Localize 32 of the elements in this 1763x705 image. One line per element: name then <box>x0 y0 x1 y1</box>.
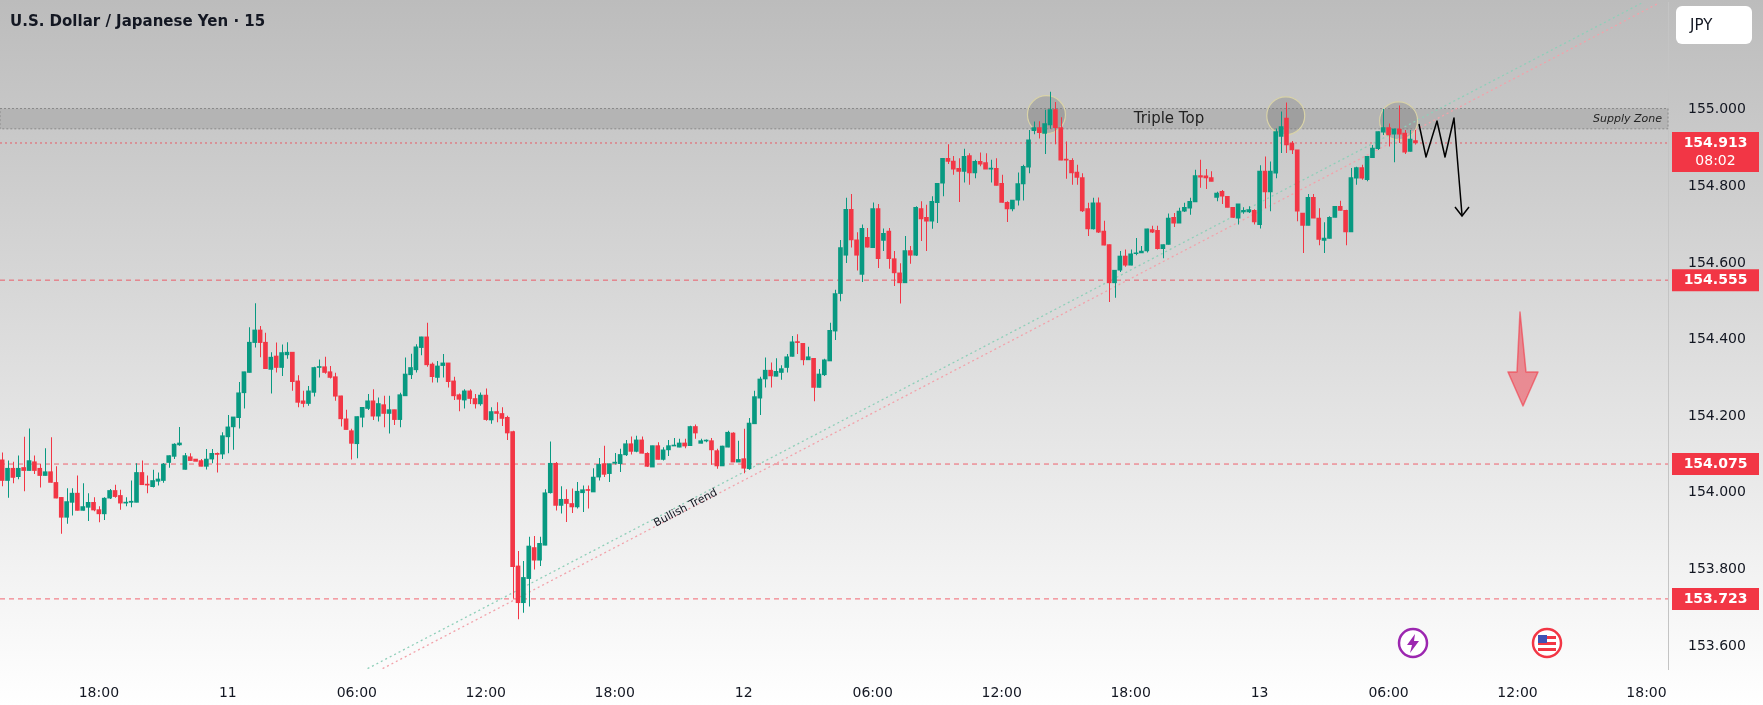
x-tick-label: 11 <box>218 684 237 701</box>
ref-line-label: 153.723 <box>1683 589 1748 606</box>
ref-line-label: 154.913 <box>1683 133 1748 150</box>
y-tick-label: 155.000 <box>1688 100 1746 117</box>
y-tick-label: 153.600 <box>1688 636 1746 653</box>
x-tick-label: 18:00 <box>78 684 120 701</box>
x-tick-label: 06:00 <box>1368 684 1409 701</box>
y-tick-label: 154.000 <box>1688 483 1746 500</box>
x-tick-label: 18:00 <box>594 684 635 701</box>
ref-line-label: 154.555 <box>1683 270 1748 287</box>
x-tick-label: 06:00 <box>336 684 377 701</box>
x-tick-label: 18:00 <box>1110 684 1151 701</box>
x-tick-label: 12 <box>734 684 753 701</box>
x-tick-label: 12:00 <box>465 684 506 701</box>
band-label: Supply Zone <box>1593 111 1663 125</box>
x-tick-label: 18:00 <box>1626 684 1667 701</box>
candlestick <box>795 334 800 355</box>
y-tick-label: 154.800 <box>1688 176 1746 193</box>
y-tick-label: 153.800 <box>1688 560 1746 577</box>
annotation: Triple Top <box>1132 108 1205 127</box>
x-tick-label: 12:00 <box>981 684 1022 701</box>
ref-line-label: 154.075 <box>1683 454 1748 471</box>
text: U.S. Dollar / Japanese Yen · 15 <box>10 12 266 30</box>
x-tick-label: 12:00 <box>1497 684 1538 701</box>
text: JPY <box>1676 6 1752 44</box>
candlestick <box>585 485 591 509</box>
y-tick-label: 154.400 <box>1688 330 1746 347</box>
y-tick-label: 154.200 <box>1688 406 1746 423</box>
x-tick-label: 13 <box>1250 684 1269 701</box>
x-tick-label: 06:00 <box>852 684 893 701</box>
y-tick-label: 154.600 <box>1688 253 1746 270</box>
text: 08:02 <box>1695 151 1736 168</box>
